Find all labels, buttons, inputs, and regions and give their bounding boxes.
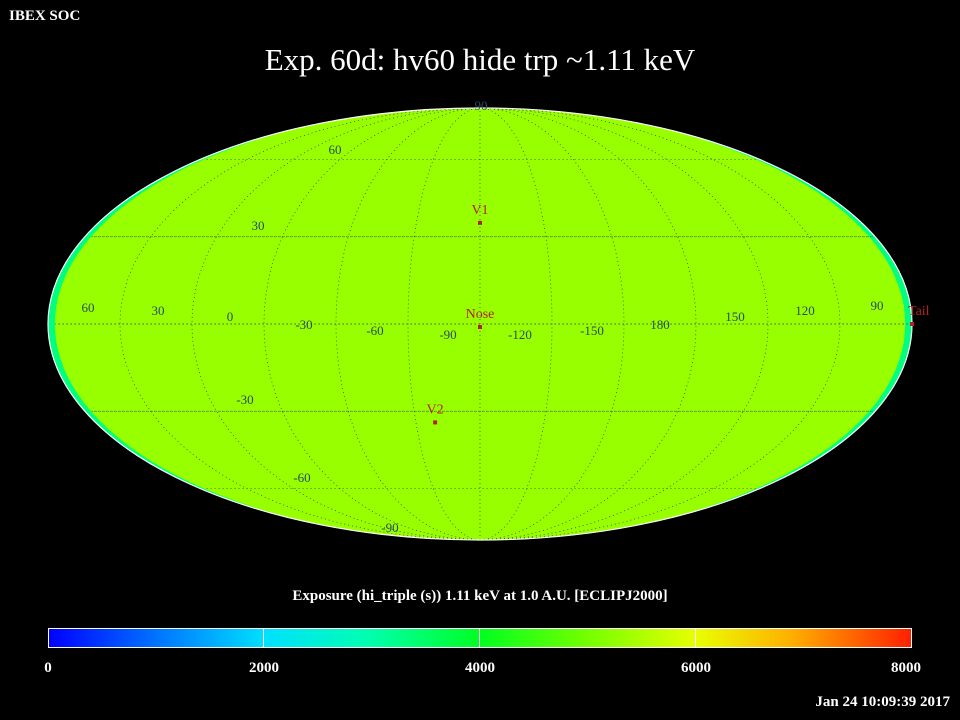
marker-label-v1: V1 bbox=[471, 203, 488, 218]
colorbar-tick-label-0: 0 bbox=[44, 660, 52, 676]
timestamp: Jan 24 10:09:39 2017 bbox=[815, 694, 950, 710]
latitude-label: 90 bbox=[475, 98, 488, 113]
longitude-label: 60 bbox=[82, 300, 95, 315]
colorbar-tick-label-2: 4000 bbox=[465, 660, 495, 676]
marker-label-v2: V2 bbox=[427, 402, 444, 417]
colorbar-label: Exposure (hi_triple (s)) 1.11 keV at 1.0… bbox=[292, 588, 668, 604]
colorbar-tick-label-3: 6000 bbox=[681, 660, 711, 676]
latitude-label: 30 bbox=[252, 218, 265, 233]
marker-label-nose: Nose bbox=[466, 307, 495, 322]
colorbar-tick-label-1: 2000 bbox=[249, 660, 279, 676]
org-label: IBEX SOC bbox=[9, 8, 81, 24]
longitude-label: -30 bbox=[295, 317, 312, 332]
longitude-label: 30 bbox=[152, 303, 165, 318]
longitude-label: 150 bbox=[725, 309, 745, 324]
colorbar-tick-label-4: 8000 bbox=[891, 660, 921, 676]
marker-tail bbox=[910, 322, 914, 326]
sky-map: 60 30 0 -30 -60 -90 -120 -150 180 150 120 90 90 60 30… bbox=[47, 98, 930, 541]
longitude-label: -60 bbox=[366, 323, 383, 338]
marker-label-tail: Tail bbox=[908, 304, 930, 319]
longitude-label: 0 bbox=[227, 309, 234, 324]
latitude-label: -90 bbox=[381, 520, 398, 535]
longitude-label: 90 bbox=[871, 298, 884, 313]
longitude-label: -150 bbox=[580, 323, 604, 338]
latitude-label: -60 bbox=[293, 470, 310, 485]
marker-v2 bbox=[433, 420, 438, 425]
latitude-label: -30 bbox=[236, 392, 253, 407]
longitude-label: 120 bbox=[795, 303, 815, 318]
colorbar-tick bbox=[695, 629, 696, 647]
marker-v1 bbox=[478, 220, 482, 225]
longitude-label: -120 bbox=[508, 327, 532, 342]
longitude-label: 180 bbox=[650, 317, 670, 332]
colorbar-tick bbox=[263, 629, 264, 647]
meridian-line bbox=[479, 108, 625, 540]
map-title: Exp. 60d: hv60 hide trp ~1.11 keV bbox=[264, 42, 696, 77]
marker-nose bbox=[478, 325, 482, 329]
colorbar-tick bbox=[479, 629, 480, 647]
colorbar bbox=[48, 628, 912, 648]
meridian-line bbox=[479, 108, 841, 540]
latitude-label: 60 bbox=[329, 142, 342, 157]
longitude-label: -90 bbox=[439, 327, 456, 342]
